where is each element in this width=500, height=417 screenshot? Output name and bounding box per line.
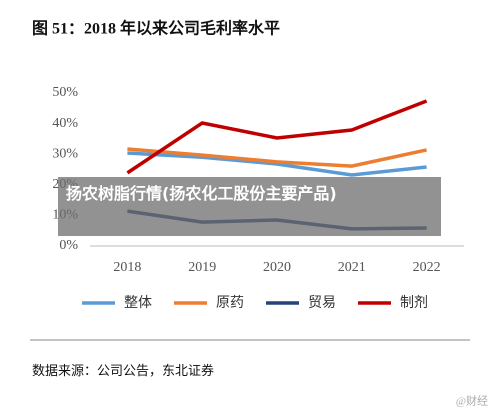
- y-tick-label: 50%: [52, 85, 78, 100]
- legend-label: 整体: [124, 295, 152, 311]
- y-tick-label: 0%: [59, 238, 78, 253]
- source: 数据来源：公司公告，东北证券: [32, 363, 214, 378]
- y-tick-label: 30%: [52, 146, 78, 161]
- series-line: [127, 151, 427, 177]
- x-tick-label: 2020: [263, 260, 291, 275]
- x-tick-label: 2019: [188, 260, 216, 275]
- watermark: @财经: [456, 394, 488, 408]
- y-tick-label: 40%: [52, 116, 78, 131]
- x-tick-label: 2021: [338, 260, 366, 275]
- legend-label: 原药: [216, 295, 244, 311]
- x-tick-label: 2018: [113, 260, 141, 275]
- chart-title: 图 51：2018 年以来公司毛利率水平: [32, 19, 280, 38]
- banner: 扬农树脂行情(扬农化工股份主要产品): [58, 177, 441, 236]
- series-line: [127, 147, 427, 168]
- x-tick-label: 2022: [413, 260, 441, 275]
- series-line: [126, 99, 428, 175]
- legend-label: 制剂: [400, 295, 428, 311]
- legend-label: 贸易: [308, 295, 336, 311]
